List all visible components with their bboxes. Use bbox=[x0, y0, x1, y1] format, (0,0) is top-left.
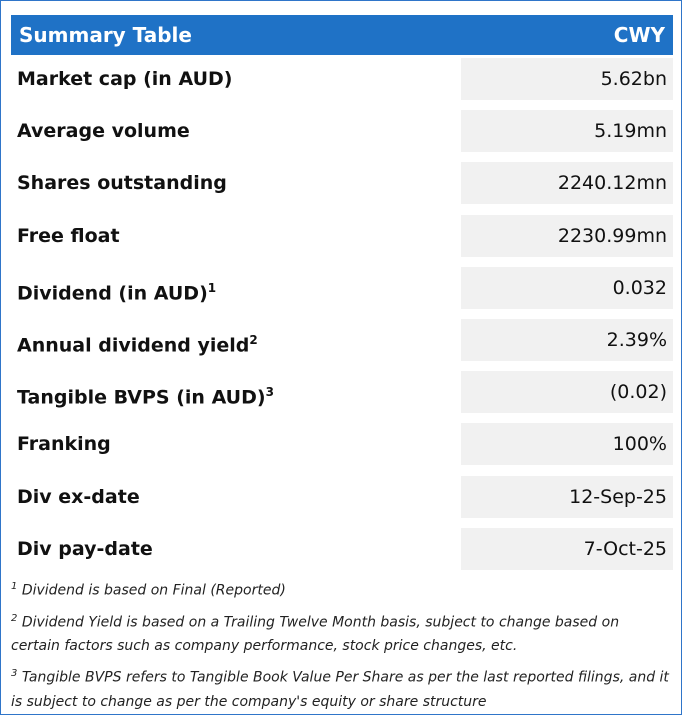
table-row: Dividend (in AUD)1 0.032 bbox=[11, 266, 673, 309]
label-text: Average volume bbox=[17, 120, 190, 143]
footnote-marker: 1 bbox=[11, 581, 18, 592]
row-label: Shares outstanding bbox=[17, 162, 227, 204]
label-text: Annual dividend yield bbox=[17, 334, 250, 357]
footnotes: 1 Dividend is based on Final (Reported) 2… bbox=[11, 575, 671, 714]
footnote-text: Dividend is based on Final (Reported) bbox=[21, 582, 286, 599]
footnote-ref: 1 bbox=[207, 280, 217, 295]
label-text: Dividend (in AUD) bbox=[17, 282, 208, 305]
label-text: Div ex-date bbox=[17, 485, 140, 508]
header-title: Summary Table bbox=[19, 23, 192, 47]
footnote-marker: 2 bbox=[11, 612, 18, 624]
footnote-ref: 2 bbox=[249, 333, 258, 347]
row-value: 7-Oct-25 bbox=[583, 537, 667, 560]
row-value: 12-Sep-25 bbox=[569, 485, 667, 508]
row-label: Div pay-date bbox=[17, 528, 153, 570]
table-row: Div pay-date 7-Oct-25 bbox=[11, 527, 673, 570]
value-cell: (0.02) bbox=[461, 371, 673, 414]
row-value: 2240.12mn bbox=[557, 172, 667, 195]
row-value: 5.62bn bbox=[600, 68, 667, 90]
row-value: 2230.99mn bbox=[557, 224, 667, 247]
table-row: Average volume 5.19mn bbox=[11, 110, 673, 153]
value-cell: 2240.12mn bbox=[461, 162, 673, 205]
row-value: 5.19mn bbox=[594, 120, 667, 143]
footnote: 1 Dividend is based on Final (Reported) bbox=[11, 575, 671, 603]
table-row: Free float 2230.99mn bbox=[11, 214, 673, 257]
label-text: Market cap (in AUD) bbox=[17, 68, 233, 90]
footnote-text: Tangible BVPS refers to Tangible Book Va… bbox=[11, 669, 669, 710]
value-cell: 100% bbox=[461, 423, 673, 466]
value-cell: 2.39% bbox=[461, 319, 673, 361]
row-value: 2.39% bbox=[606, 329, 667, 351]
footnote-marker: 3 bbox=[11, 668, 18, 680]
row-label: Market cap (in AUD) bbox=[17, 58, 232, 100]
footnote-text: Dividend Yield is based on a Trailing Tw… bbox=[11, 614, 620, 655]
row-value: (0.02) bbox=[609, 381, 667, 404]
table-row: Annual dividend yield2 2.39% bbox=[11, 319, 673, 361]
footnote: 2 Dividend Yield is based on a Trailing … bbox=[11, 607, 671, 659]
row-label: Div ex-date bbox=[17, 476, 140, 518]
value-cell: 5.19mn bbox=[461, 110, 673, 153]
row-label: Average volume bbox=[17, 110, 190, 152]
row-value: 100% bbox=[612, 433, 667, 456]
table-row: Market cap (in AUD) 5.62bn bbox=[11, 58, 673, 100]
row-label: Dividend (in AUD)1 bbox=[17, 267, 216, 314]
value-cell: 2230.99mn bbox=[461, 214, 673, 257]
table-header: Summary Table CWY bbox=[11, 15, 673, 55]
table-row: Franking 100% bbox=[11, 423, 673, 466]
label-text: Free float bbox=[17, 224, 120, 247]
value-cell: 0.032 bbox=[461, 266, 673, 309]
table-row: Div ex-date 12-Sep-25 bbox=[11, 475, 673, 518]
row-label: Annual dividend yield2 bbox=[17, 319, 258, 366]
value-cell: 5.62bn bbox=[461, 58, 673, 100]
row-label: Franking bbox=[17, 423, 111, 465]
value-cell: 12-Sep-25 bbox=[461, 475, 673, 518]
label-text: Tangible BVPS (in AUD) bbox=[17, 386, 266, 409]
row-label: Tangible BVPS (in AUD)3 bbox=[17, 371, 274, 418]
label-text: Div pay-date bbox=[17, 537, 153, 560]
row-label: Free float bbox=[17, 215, 120, 257]
footnote: 3 Tangible BVPS refers to Tangible Book … bbox=[11, 662, 671, 714]
header-ticker: CWY bbox=[613, 23, 665, 47]
table-row: Tangible BVPS (in AUD)3 (0.02) bbox=[11, 371, 673, 414]
label-text: Franking bbox=[17, 433, 111, 456]
footnote-ref: 3 bbox=[265, 385, 274, 400]
value-cell: 7-Oct-25 bbox=[461, 527, 673, 570]
label-text: Shares outstanding bbox=[17, 172, 227, 195]
row-value: 0.032 bbox=[612, 276, 667, 299]
table-row: Shares outstanding 2240.12mn bbox=[11, 162, 673, 205]
